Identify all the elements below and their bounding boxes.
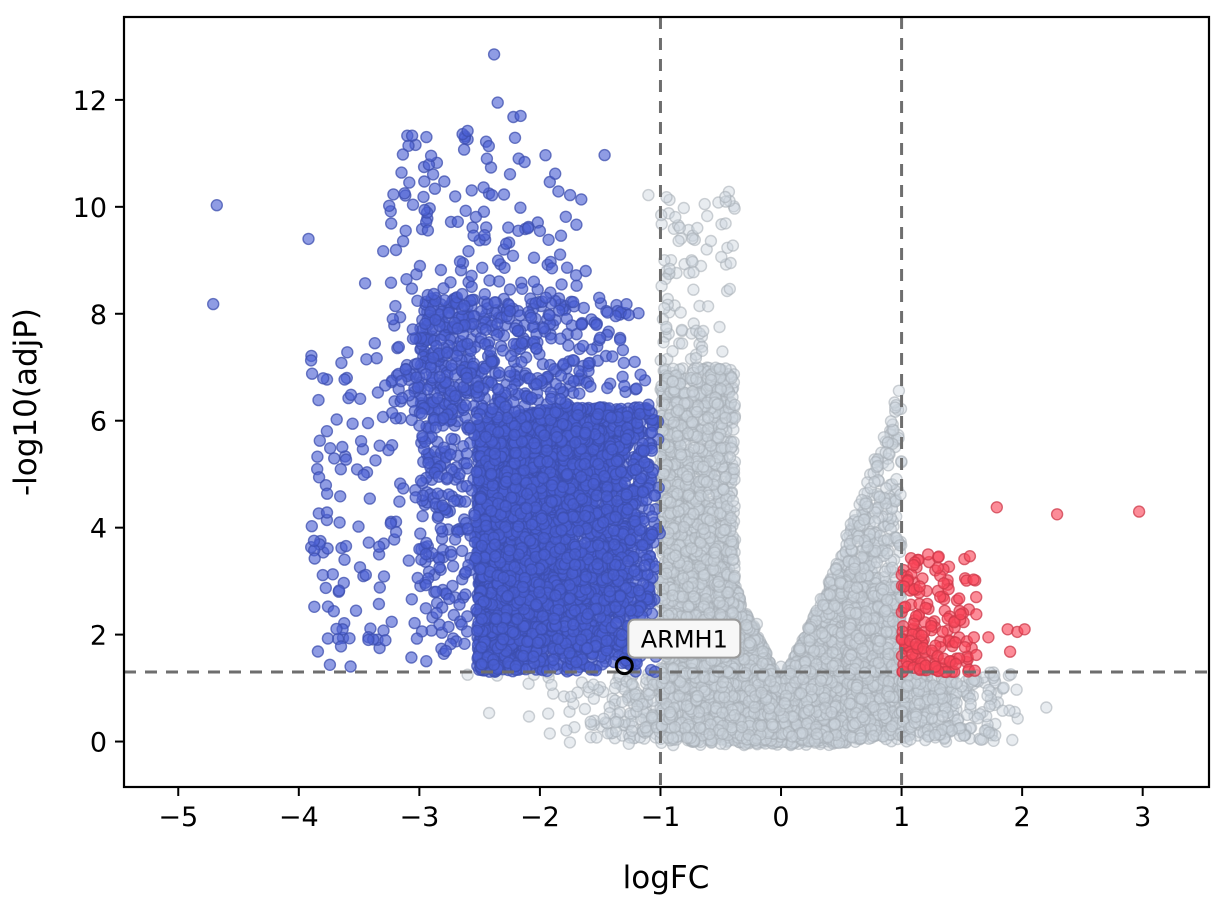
scatter-point bbox=[871, 459, 884, 473]
scatter-point bbox=[868, 515, 881, 528]
scatter-point bbox=[587, 692, 600, 705]
scatter-point bbox=[590, 731, 603, 744]
scatter-point bbox=[560, 724, 573, 737]
scatter-point bbox=[881, 436, 894, 449]
scatter-point bbox=[889, 401, 902, 414]
scatter-point bbox=[639, 721, 652, 734]
scatter-point bbox=[578, 702, 592, 716]
scatter-point bbox=[829, 563, 843, 576]
scatter-point bbox=[543, 727, 556, 740]
scatter-point bbox=[563, 736, 577, 749]
scatter-point bbox=[892, 384, 906, 397]
scatter-point bbox=[882, 447, 895, 460]
scatter-point bbox=[542, 707, 555, 720]
scatter-point bbox=[522, 710, 536, 723]
scatter-point bbox=[882, 459, 895, 472]
